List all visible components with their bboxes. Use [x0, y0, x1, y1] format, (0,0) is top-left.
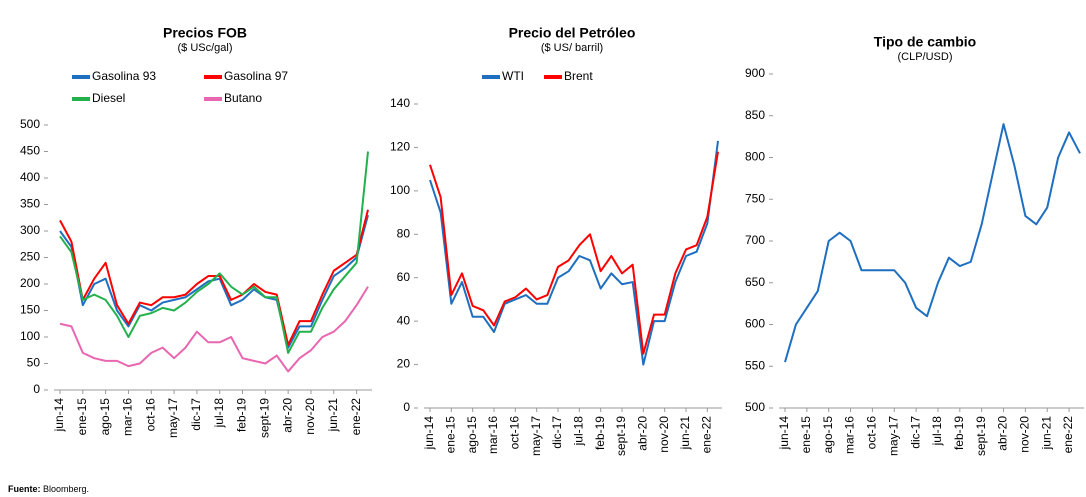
data-line	[60, 152, 368, 353]
x-tick-label: sept-19	[258, 398, 272, 438]
footer: Fuente: Bloomberg.	[8, 484, 89, 494]
x-tick-label: ago-15	[98, 398, 112, 436]
x-tick-label: abr-20	[280, 398, 294, 433]
legend-label: Diesel	[92, 91, 125, 105]
x-tick-label: oct-16	[143, 398, 157, 432]
x-tick-label: ene-22	[1061, 416, 1075, 454]
y-tick-label: 500	[745, 400, 765, 414]
page: Fuente: Bloomberg. Precios FOB($ USc/gal…	[0, 0, 1086, 497]
x-tick-label: oct-16	[865, 416, 879, 450]
x-tick-label: nov-20	[303, 398, 317, 435]
y-tick-label: 0	[403, 400, 410, 414]
x-tick-label: ene-15	[75, 398, 89, 436]
data-line	[785, 124, 1080, 362]
y-tick-label: 350	[20, 197, 40, 211]
x-tick-label: feb-19	[235, 398, 249, 432]
footer-text: Bloomberg.	[43, 484, 89, 494]
x-tick-label: sept-19	[614, 416, 628, 456]
x-tick-label: jul-18	[930, 416, 944, 447]
x-tick-label: sept-19	[974, 416, 988, 456]
chart-title: Precios FOB	[163, 25, 247, 41]
x-tick-label: ene-15	[444, 416, 458, 454]
x-tick-label: abr-20	[636, 416, 650, 451]
x-tick-label: jun-21	[1039, 416, 1053, 451]
y-tick-label: 120	[390, 140, 410, 154]
chart-subtitle: (CLP/USD)	[897, 51, 952, 63]
x-tick-label: oct-16	[508, 416, 522, 450]
y-tick-label: 650	[745, 275, 765, 289]
x-tick-label: ene-22	[700, 416, 714, 454]
y-tick-label: 450	[20, 144, 40, 158]
x-tick-label: may-17	[166, 398, 180, 438]
x-tick-label: jul-18	[572, 416, 586, 447]
legend-label: Brent	[564, 69, 593, 83]
y-tick-label: 50	[27, 356, 41, 370]
y-tick-label: 600	[745, 317, 765, 331]
x-tick-label: dic-17	[189, 398, 203, 431]
x-tick-label: jun-14	[422, 416, 436, 451]
x-tick-label: dic-17	[908, 416, 922, 449]
x-tick-label: ago-15	[821, 416, 835, 454]
y-tick-label: 800	[745, 150, 765, 164]
data-line	[60, 215, 368, 348]
x-tick-label: jul-18	[212, 398, 226, 429]
chart-title: Tipo de cambio	[874, 34, 976, 50]
x-tick-label: jun-21	[326, 398, 340, 433]
y-tick-label: 700	[745, 233, 765, 247]
y-tick-label: 400	[20, 170, 40, 184]
data-line	[430, 152, 718, 354]
x-tick-label: may-17	[886, 416, 900, 456]
y-tick-label: 40	[397, 313, 411, 327]
y-tick-label: 250	[20, 250, 40, 264]
chart-subtitle: ($ US/ barril)	[541, 42, 603, 54]
x-tick-label: nov-20	[1018, 416, 1032, 453]
x-tick-label: mar-16	[843, 416, 857, 454]
x-tick-label: feb-19	[593, 416, 607, 450]
chart-subtitle: ($ USc/gal)	[177, 42, 232, 54]
x-tick-label: dic-17	[550, 416, 564, 449]
x-tick-label: jun-14	[52, 398, 66, 433]
y-tick-label: 300	[20, 223, 40, 237]
y-tick-label: 80	[397, 226, 411, 240]
y-tick-label: 20	[397, 357, 411, 371]
x-tick-label: ene-15	[799, 416, 813, 454]
y-tick-label: 0	[33, 382, 40, 396]
y-tick-label: 550	[745, 358, 765, 372]
y-tick-label: 100	[20, 329, 40, 343]
legend-label: Gasolina 97	[224, 69, 288, 83]
y-tick-label: 150	[20, 303, 40, 317]
x-tick-label: abr-20	[996, 416, 1010, 451]
x-tick-label: mar-16	[486, 416, 500, 454]
x-tick-label: ene-22	[349, 398, 363, 436]
y-tick-label: 100	[390, 183, 410, 197]
chart-title: Precio del Petróleo	[509, 25, 636, 41]
y-tick-label: 900	[745, 66, 765, 80]
legend-label: Butano	[224, 91, 262, 105]
y-tick-label: 200	[20, 276, 40, 290]
legend-label: WTI	[502, 69, 524, 83]
x-tick-label: ago-15	[465, 416, 479, 454]
x-tick-label: nov-20	[657, 416, 671, 453]
y-tick-label: 750	[745, 191, 765, 205]
y-tick-label: 140	[390, 96, 410, 110]
x-tick-label: jun-21	[678, 416, 692, 451]
x-tick-label: mar-16	[121, 398, 135, 436]
x-tick-label: jun-14	[777, 416, 791, 451]
x-tick-label: may-17	[529, 416, 543, 456]
y-tick-label: 850	[745, 108, 765, 122]
footer-label: Fuente:	[8, 484, 41, 494]
legend-label: Gasolina 93	[92, 69, 156, 83]
y-tick-label: 60	[397, 270, 411, 284]
x-tick-label: feb-19	[952, 416, 966, 450]
y-tick-label: 500	[20, 117, 40, 131]
